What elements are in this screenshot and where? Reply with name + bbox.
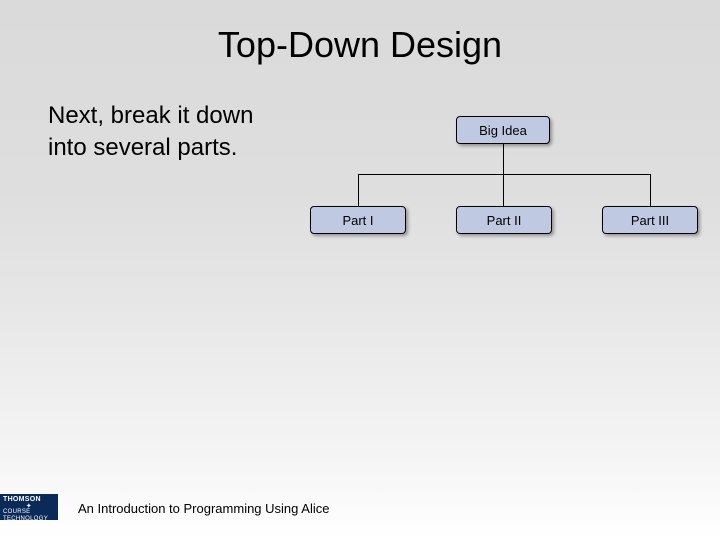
slide-title: Top-Down Design [0,24,720,66]
root-node: Big Idea [456,116,550,144]
connector-root-drop [503,144,504,174]
connector-horizontal [358,174,650,175]
child-node-2: Part II [456,206,552,234]
child-node-1: Part I [310,206,406,234]
connector-drop-left [358,174,359,206]
connector-drop-right [650,174,651,206]
child-node-3: Part III [602,206,698,234]
hierarchy-diagram: Big Idea Part I Part II Part III [310,116,710,276]
publisher-logo: THOMSON ✦ COURSE TECHNOLOGY [0,494,58,520]
logo-line-2: COURSE TECHNOLOGY [3,509,55,522]
slide-body: Next, break it down into several parts. [48,100,253,165]
footer-text: An Introduction to Programming Using Ali… [78,501,329,516]
connector-drop-mid [503,174,504,206]
body-line-1: Next, break it down [48,100,253,132]
body-line-2: into several parts. [48,132,253,164]
